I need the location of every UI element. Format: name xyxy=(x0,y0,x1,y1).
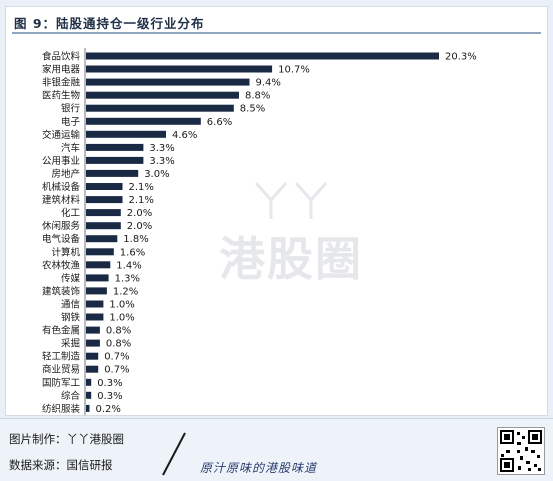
watermark-logo-icon xyxy=(254,182,328,219)
category-label: 电气设备 xyxy=(42,233,81,245)
value-label: 6.6% xyxy=(207,117,232,128)
category-label: 化工 xyxy=(61,207,81,219)
category-label: 汽车 xyxy=(61,142,80,154)
bar xyxy=(86,248,114,256)
bar xyxy=(86,91,239,99)
bar xyxy=(86,365,99,373)
title-divider xyxy=(12,32,541,34)
value-label: 3.0% xyxy=(144,169,169,180)
category-label: 有色金属 xyxy=(42,325,80,337)
qr-code-icon xyxy=(497,427,545,475)
bar xyxy=(86,235,118,243)
bar xyxy=(86,326,100,334)
bar xyxy=(86,339,100,347)
value-label: 0.2% xyxy=(96,404,121,415)
value-label: 3.3% xyxy=(149,156,174,167)
category-label: 医药生物 xyxy=(42,90,81,102)
chart-title: 图 9：陆股通持仓一级行业分布 xyxy=(14,16,205,31)
category-label: 计算机 xyxy=(51,246,80,258)
bar xyxy=(86,404,90,412)
bar xyxy=(86,261,111,269)
value-label: 2.0% xyxy=(127,221,152,232)
value-label: 2.1% xyxy=(129,182,154,193)
bar xyxy=(86,52,439,60)
value-label: 1.6% xyxy=(120,247,145,258)
category-label: 电子 xyxy=(61,116,81,128)
category-label: 纺织服装 xyxy=(42,403,81,415)
value-label: 8.5% xyxy=(240,104,265,115)
category-label: 国防军工 xyxy=(42,377,81,389)
bar xyxy=(86,222,121,230)
category-label: 银行 xyxy=(61,103,81,115)
category-label: 钢铁 xyxy=(61,312,81,324)
bar xyxy=(86,378,92,386)
bar xyxy=(86,78,250,86)
value-label: 1.4% xyxy=(116,260,141,271)
data-source-label: 数据来源：国信研报 xyxy=(9,458,113,472)
bar xyxy=(86,65,273,73)
value-label: 20.3% xyxy=(445,52,477,63)
value-label: 2.0% xyxy=(127,208,152,219)
value-label: 0.8% xyxy=(106,339,131,350)
category-label: 交通运输 xyxy=(42,129,81,141)
bar xyxy=(86,391,92,399)
category-label: 房地产 xyxy=(51,168,80,180)
value-label: 1.3% xyxy=(115,273,140,284)
value-label: 0.3% xyxy=(97,378,122,389)
category-label: 采掘 xyxy=(61,338,80,350)
watermark-text: 港股圈 xyxy=(219,232,363,286)
value-label: 0.7% xyxy=(104,352,129,363)
bar xyxy=(86,352,99,360)
category-label: 农林牧渔 xyxy=(42,259,81,271)
bar xyxy=(86,300,104,308)
category-label: 传媒 xyxy=(61,272,81,284)
value-label: 0.8% xyxy=(106,326,131,337)
bar xyxy=(86,104,234,112)
bar xyxy=(86,143,144,151)
category-label: 休闲服务 xyxy=(42,220,81,232)
chart-card: 图 9：陆股通持仓一级行业分布 食品饮料 20.3% 家用电器 10.7% 非银金融 9.… xyxy=(5,6,548,416)
value-label: 4.6% xyxy=(172,130,197,141)
bar xyxy=(86,274,109,282)
value-label: 1.8% xyxy=(123,234,148,245)
bar xyxy=(86,156,144,164)
bar-chart: 食品饮料 20.3% 家用电器 10.7% 非银金融 9.4% 医药生物 8.8% 银行 8.5%… xyxy=(42,48,477,415)
bar xyxy=(86,287,107,295)
value-label: 1.0% xyxy=(109,300,134,311)
slogan: 原汁原味的港股味道 xyxy=(200,461,318,475)
bar xyxy=(86,117,201,125)
value-label: 8.8% xyxy=(245,91,270,102)
category-label: 非银金融 xyxy=(42,77,81,89)
category-label: 公用事业 xyxy=(42,155,80,167)
bar xyxy=(86,183,123,190)
value-label: 9.4% xyxy=(256,78,281,89)
category-label: 机械设备 xyxy=(42,181,81,193)
category-label: 轻工制造 xyxy=(42,351,81,363)
watermark: 港股圈 xyxy=(216,175,366,295)
bar xyxy=(86,130,166,138)
category-label: 建筑材料 xyxy=(42,194,81,206)
value-label: 1.0% xyxy=(109,313,134,324)
value-label: 3.3% xyxy=(149,143,174,154)
bar xyxy=(86,169,139,177)
bar xyxy=(86,313,104,321)
category-label: 食品饮料 xyxy=(42,51,81,63)
category-label: 综合 xyxy=(61,390,81,402)
category-label: 通信 xyxy=(61,299,80,311)
value-label: 1.2% xyxy=(113,286,138,297)
value-label: 2.1% xyxy=(129,195,154,206)
category-label: 家用电器 xyxy=(42,64,81,76)
category-label: 建筑装饰 xyxy=(42,285,80,297)
bar xyxy=(86,196,123,204)
made-by-label: 图片制作：丫丫港股圈 xyxy=(9,432,124,446)
bar xyxy=(86,209,121,217)
divider-slash-icon xyxy=(162,432,186,476)
category-label: 商业贸易 xyxy=(42,364,80,376)
footer: 图片制作：丫丫港股圈 数据来源：国信研报 原汁原味的港股味道 xyxy=(0,418,553,481)
value-label: 0.7% xyxy=(104,365,129,376)
value-label: 0.3% xyxy=(97,391,122,402)
value-label: 10.7% xyxy=(278,65,310,76)
